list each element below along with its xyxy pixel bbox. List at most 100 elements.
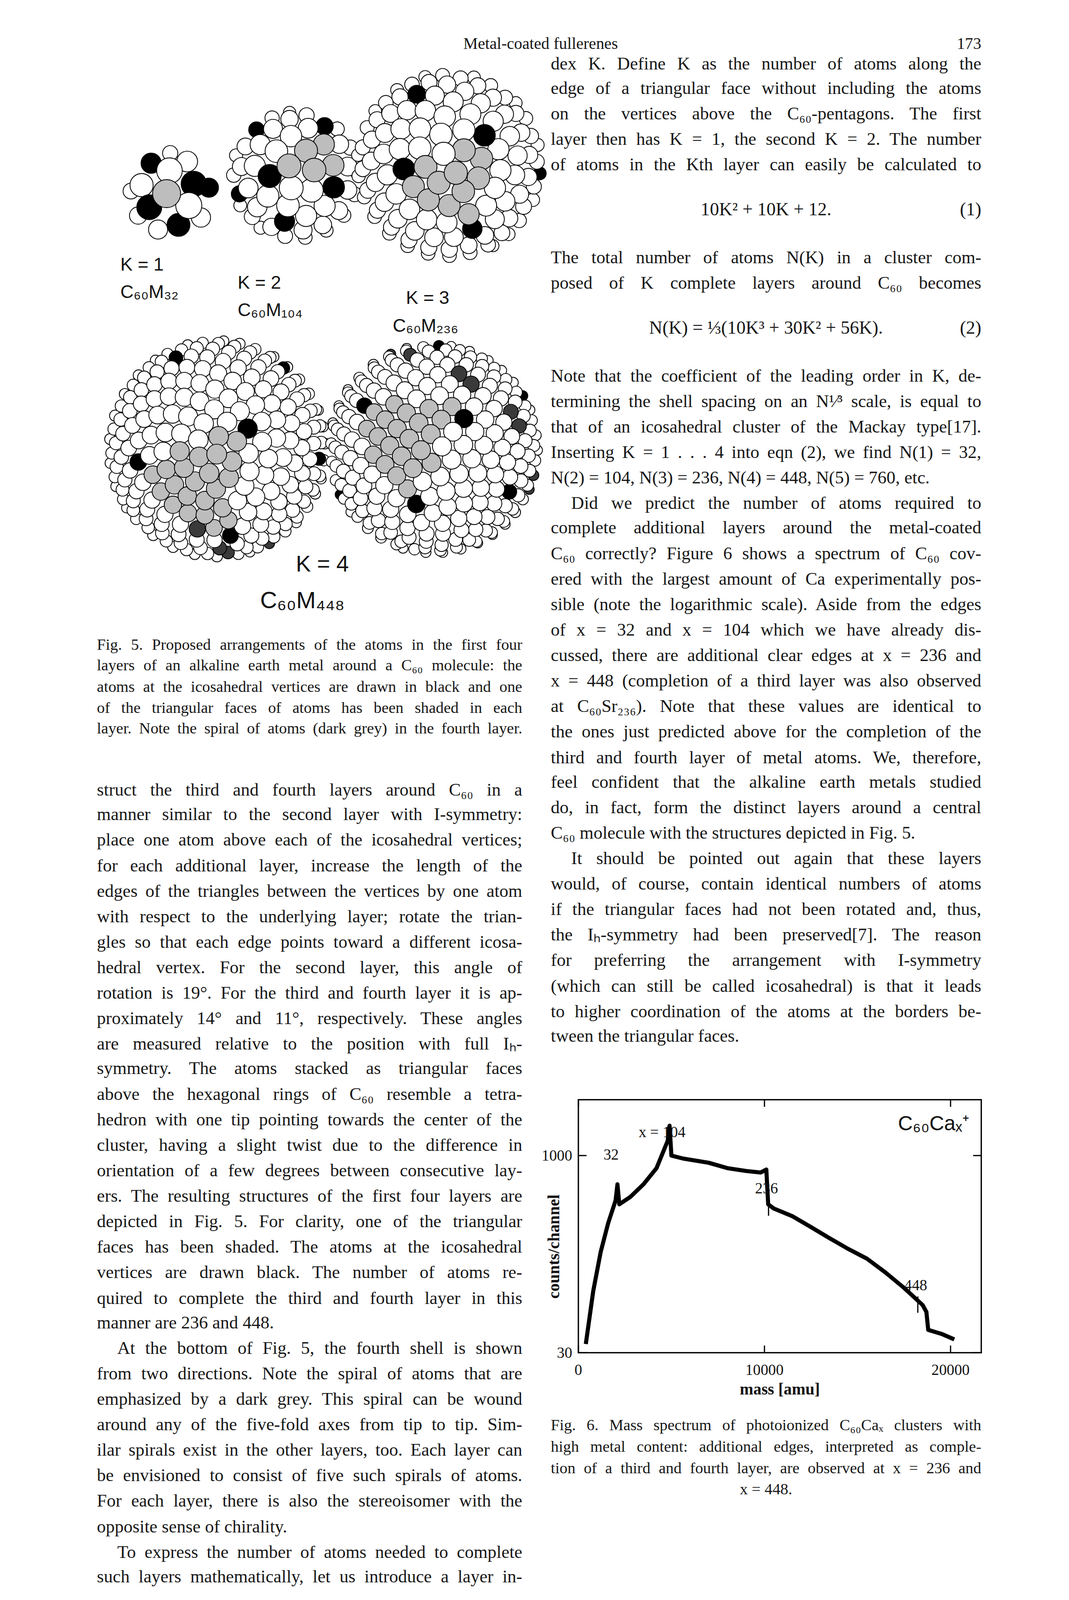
body-line: above the hexagonal rings of C₆₀ resembl… bbox=[96, 1083, 523, 1106]
body-line: feel confident that the alkaline earth m… bbox=[550, 771, 982, 794]
figures: K = 1C₆₀M₃₂K = 2C₆₀M₁₀₄K = 3C₆₀M₂₃₆K = 4… bbox=[0, 0, 1069, 1600]
x-tick-top bbox=[763, 1099, 766, 1108]
running-title: Metal-coated fullerenes bbox=[336, 34, 745, 54]
page: Metal-coated fullerenes 173 struct the thi… bbox=[0, 0, 1069, 1600]
text-run: with respect to the underlying layer; ro… bbox=[96, 905, 523, 927]
y-tick-right bbox=[973, 1154, 982, 1157]
y-tick-label: 1000 bbox=[541, 1146, 573, 1164]
caption-line: of the triangular faces of atoms has bee… bbox=[96, 698, 523, 718]
atom bbox=[501, 469, 518, 485]
body-line: do, in fact, form the distinct layers ar… bbox=[550, 796, 982, 819]
text-run: To express the number of atoms needed to… bbox=[117, 1540, 523, 1562]
text-run: symmetry. The atoms stacked as triangula… bbox=[96, 1058, 523, 1079]
text-run: be envisioned to consist of five such sp… bbox=[96, 1464, 523, 1486]
atom bbox=[175, 372, 193, 390]
text-run: (which can still be called icosahedral) … bbox=[550, 974, 982, 996]
text-run: ilar spirals exist in the other layers, … bbox=[96, 1439, 523, 1460]
text-run: the ones just predicted above for the co… bbox=[550, 720, 982, 742]
text-run: of the triangular faces of atoms has bee… bbox=[96, 698, 523, 716]
body-line: sible (note the logarithmic scale). Asid… bbox=[550, 593, 982, 616]
atom bbox=[438, 498, 457, 516]
x-tick-top bbox=[577, 1099, 580, 1108]
body-line: The total number of atoms N(K) in a clus… bbox=[550, 247, 982, 269]
text-run: for each additional layer, increase the … bbox=[96, 855, 523, 876]
text-run: The total number of atoms N(K) in a clus… bbox=[550, 247, 982, 268]
atom bbox=[276, 153, 301, 178]
atom bbox=[130, 173, 154, 197]
body-line: complete additional layers around the me… bbox=[550, 517, 982, 540]
body-line: (which can still be called icosahedral) … bbox=[550, 974, 982, 997]
page-number: 173 bbox=[879, 34, 981, 54]
text-run: feel confident that the alkaline earth m… bbox=[550, 771, 982, 793]
x-tick bbox=[577, 1345, 580, 1353]
text-run: Fig. 6. Mass spectrum of photoionized C₆… bbox=[550, 1415, 982, 1433]
text-run: (1) bbox=[959, 198, 982, 220]
atom bbox=[316, 117, 334, 135]
atom bbox=[409, 543, 421, 555]
body-line: To express the number of atoms needed to… bbox=[96, 1540, 523, 1563]
text-run: sible (note the logarithmic scale). Asid… bbox=[550, 593, 982, 615]
body-line: hedral vertex. For the second layer, thi… bbox=[96, 956, 523, 979]
text-run: edge of a triangular face without includ… bbox=[550, 77, 982, 99]
text-run: hedral vertex. For the second layer, thi… bbox=[96, 956, 523, 978]
body-line: N(2) = 104, N(3) = 236, N(4) = 448, N(5)… bbox=[550, 466, 982, 489]
text-run: complete additional layers around the me… bbox=[550, 517, 982, 539]
atom bbox=[256, 184, 279, 207]
text-run: cluster, having a slight twist due to th… bbox=[96, 1134, 523, 1156]
body-line: around any of the five-fold axes from ti… bbox=[96, 1413, 523, 1436]
text-run: edges of the triangles between the verti… bbox=[96, 880, 523, 901]
text-run: ered with the largest amount of Ca exper… bbox=[550, 568, 982, 590]
body-line: of atoms in the Kth layer can easily be … bbox=[550, 154, 982, 176]
text-run: 10K² + 10K + 12. bbox=[700, 198, 832, 220]
atom bbox=[152, 179, 181, 208]
text-run: that of an icosahedral cluster of the Ma… bbox=[550, 415, 982, 437]
body-line: ered with the largest amount of Ca exper… bbox=[550, 568, 982, 591]
atom bbox=[239, 461, 259, 481]
body-line: for preferring the arrangement with I-sy… bbox=[550, 949, 982, 971]
body-line: opposite sense of chirality. bbox=[96, 1515, 523, 1537]
spectrum-line bbox=[585, 1125, 955, 1344]
atom bbox=[411, 440, 431, 460]
body-line: quired to complete the third and fourth … bbox=[96, 1286, 523, 1309]
body-line: orientation of a few degrees between con… bbox=[96, 1159, 523, 1182]
text-run: N(K) = ⅓(10K³ + 30K² + 56K). bbox=[649, 317, 884, 338]
text-run: At the bottom of Fig. 5, the fourth shel… bbox=[117, 1337, 523, 1359]
equation: 10K² + 10K + 12. bbox=[550, 198, 982, 221]
cluster bbox=[325, 340, 543, 558]
y-tick-label: 30 bbox=[556, 1343, 572, 1362]
panel-label: K = 1 bbox=[120, 253, 164, 275]
body-line: Note that the coefficient of the leading… bbox=[550, 364, 982, 387]
text-run: manner similar to the second layer with … bbox=[96, 804, 523, 825]
text-run: would, of course, contain identical numb… bbox=[550, 873, 982, 894]
body-line: For each layer, there is also the stereo… bbox=[96, 1489, 523, 1512]
text-run: layer. Note the spiral of atoms (dark gr… bbox=[96, 719, 523, 737]
text-run: gles so that each edge points toward a d… bbox=[96, 931, 523, 952]
text-run: N(2) = 104, N(3) = 236, N(4) = 448, N(5)… bbox=[550, 466, 930, 488]
atom bbox=[170, 441, 190, 461]
x-tick-label: 10000 bbox=[745, 1361, 784, 1379]
body-line: C₆₀ molecule with the structures depicte… bbox=[550, 822, 982, 844]
body-line: symmetry. The atoms stacked as triangula… bbox=[96, 1058, 523, 1080]
text-run: manner are 236 and 448. bbox=[96, 1312, 274, 1333]
y-axis-label: counts/channel bbox=[544, 1194, 563, 1299]
chart-title: C₆₀Caₓ⁺ bbox=[897, 1111, 969, 1135]
text-run: Fig. 5. Proposed arrangements of the ato… bbox=[96, 635, 523, 653]
text-run: tion of a third and fourth layer, are ob… bbox=[550, 1458, 982, 1476]
body-line: for each additional layer, increase the … bbox=[96, 855, 523, 877]
body-line: from two directions. Note the spiral of … bbox=[96, 1363, 523, 1385]
body-line: struct the third and fourth layers aroun… bbox=[96, 778, 523, 801]
text-run: at C₆₀Sr₂₃₆). Note that these values are… bbox=[550, 695, 982, 716]
body-line: termining the shell spacing on an N¹⁄³ s… bbox=[550, 390, 982, 412]
text-run: dex K. Define K as the number of atoms a… bbox=[550, 52, 982, 73]
body-line: would, of course, contain identical numb… bbox=[550, 873, 982, 895]
body-line: Did we predict the number of atoms requi… bbox=[550, 492, 982, 514]
body-line: ilar spirals exist in the other layers, … bbox=[96, 1439, 523, 1461]
text-run: such layers mathematically, let us intro… bbox=[96, 1566, 523, 1587]
atom bbox=[452, 138, 476, 162]
body-line: the ones just predicted above for the co… bbox=[550, 720, 982, 743]
atom bbox=[452, 118, 475, 141]
text-run: C₆₀ molecule with the structures depicte… bbox=[550, 822, 916, 843]
caption-line: x = 448. bbox=[550, 1479, 982, 1500]
y-tick bbox=[578, 1351, 587, 1354]
text-run: layers of an alkaline earth metal around… bbox=[96, 656, 523, 674]
